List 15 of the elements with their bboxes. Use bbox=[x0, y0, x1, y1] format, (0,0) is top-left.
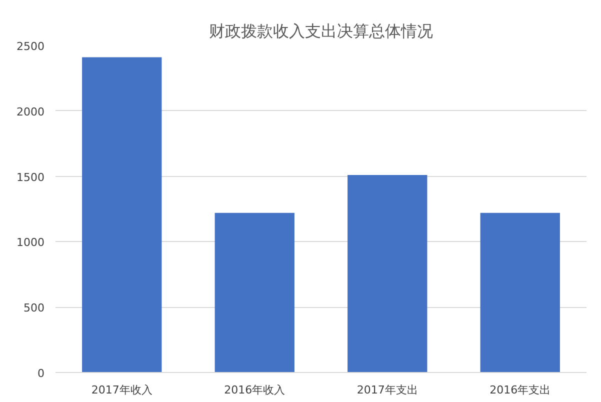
y-tick-label: 1500 bbox=[16, 170, 45, 184]
x-tick-label: 2016年支出 bbox=[490, 384, 551, 396]
y-tick-label: 500 bbox=[24, 302, 45, 315]
bar bbox=[348, 174, 428, 372]
bar bbox=[82, 57, 162, 372]
y-tick-label: 2500 bbox=[16, 40, 45, 53]
bar bbox=[214, 212, 294, 372]
x-tick-label: 2016年收入 bbox=[224, 384, 286, 396]
y-tick-label: 0 bbox=[38, 367, 44, 380]
bar bbox=[480, 212, 560, 372]
y-tick-label: 2000 bbox=[16, 105, 45, 118]
x-tick-label: 2017年支出 bbox=[356, 384, 418, 396]
x-tick-label: 2017年收入 bbox=[91, 384, 152, 396]
chart-title: 财政拨款收入支出决算总体情况 bbox=[209, 22, 433, 40]
y-tick-label: 1000 bbox=[16, 236, 45, 250]
